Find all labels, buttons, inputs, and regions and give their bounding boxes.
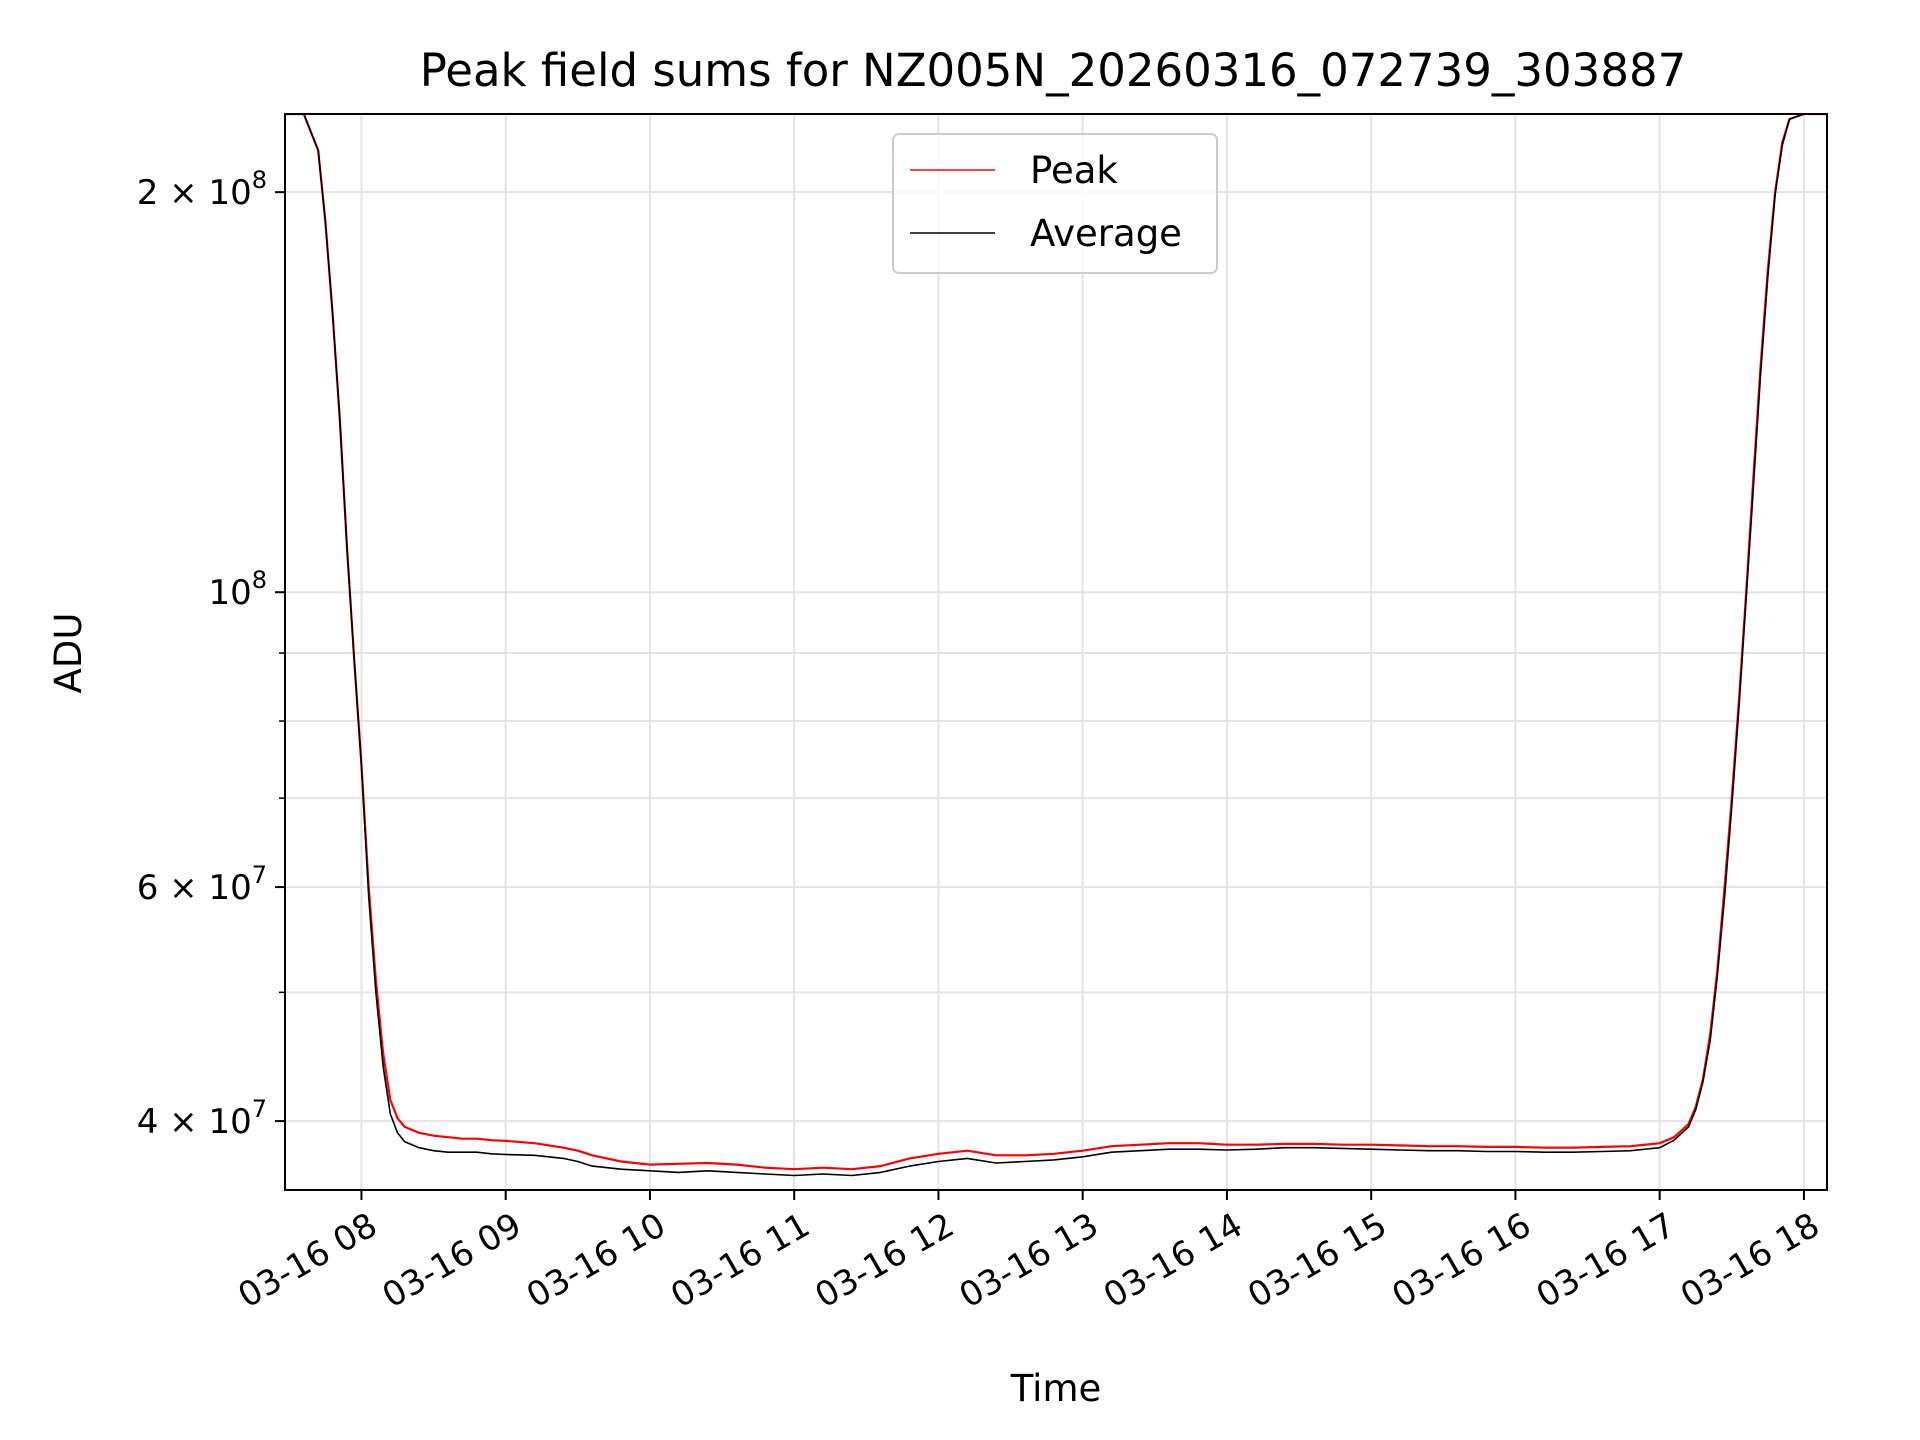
x-axis-label: Time — [1010, 1367, 1102, 1410]
y-tick-label: 2 × 108 — [137, 166, 267, 213]
legend-label-peak: Peak — [1030, 149, 1118, 192]
legend-box — [892, 133, 1218, 274]
y-tick-label: 6 × 107 — [137, 861, 267, 908]
y-tick-mantissa: 4 × 10 — [137, 1102, 252, 1142]
series-layer — [285, 114, 1827, 1177]
y-tick-label: 108 — [208, 566, 267, 613]
legend-label-average: Average — [1030, 212, 1182, 255]
y-tick-exponent: 8 — [252, 166, 267, 194]
plot-frame — [284, 113, 1828, 1191]
y-tick-label: 4 × 107 — [137, 1095, 267, 1142]
series-line-average — [285, 114, 1827, 1177]
y-tick-mantissa: 10 — [208, 573, 251, 613]
y-tick-exponent: 7 — [252, 1095, 267, 1123]
series-line-peak — [285, 114, 1827, 1171]
y-tick-mantissa: 2 × 10 — [137, 173, 252, 213]
legend: Peak Average — [892, 133, 1218, 274]
y-tick-mantissa: 6 × 10 — [137, 868, 252, 908]
y-axis-label: ADU — [47, 613, 90, 694]
y-tick-exponent: 8 — [252, 566, 267, 594]
chart-title: Peak field sums for NZ005N_20260316_0727… — [420, 44, 1686, 97]
grid-lines — [285, 114, 1827, 1190]
y-tick-exponent: 7 — [252, 861, 267, 889]
